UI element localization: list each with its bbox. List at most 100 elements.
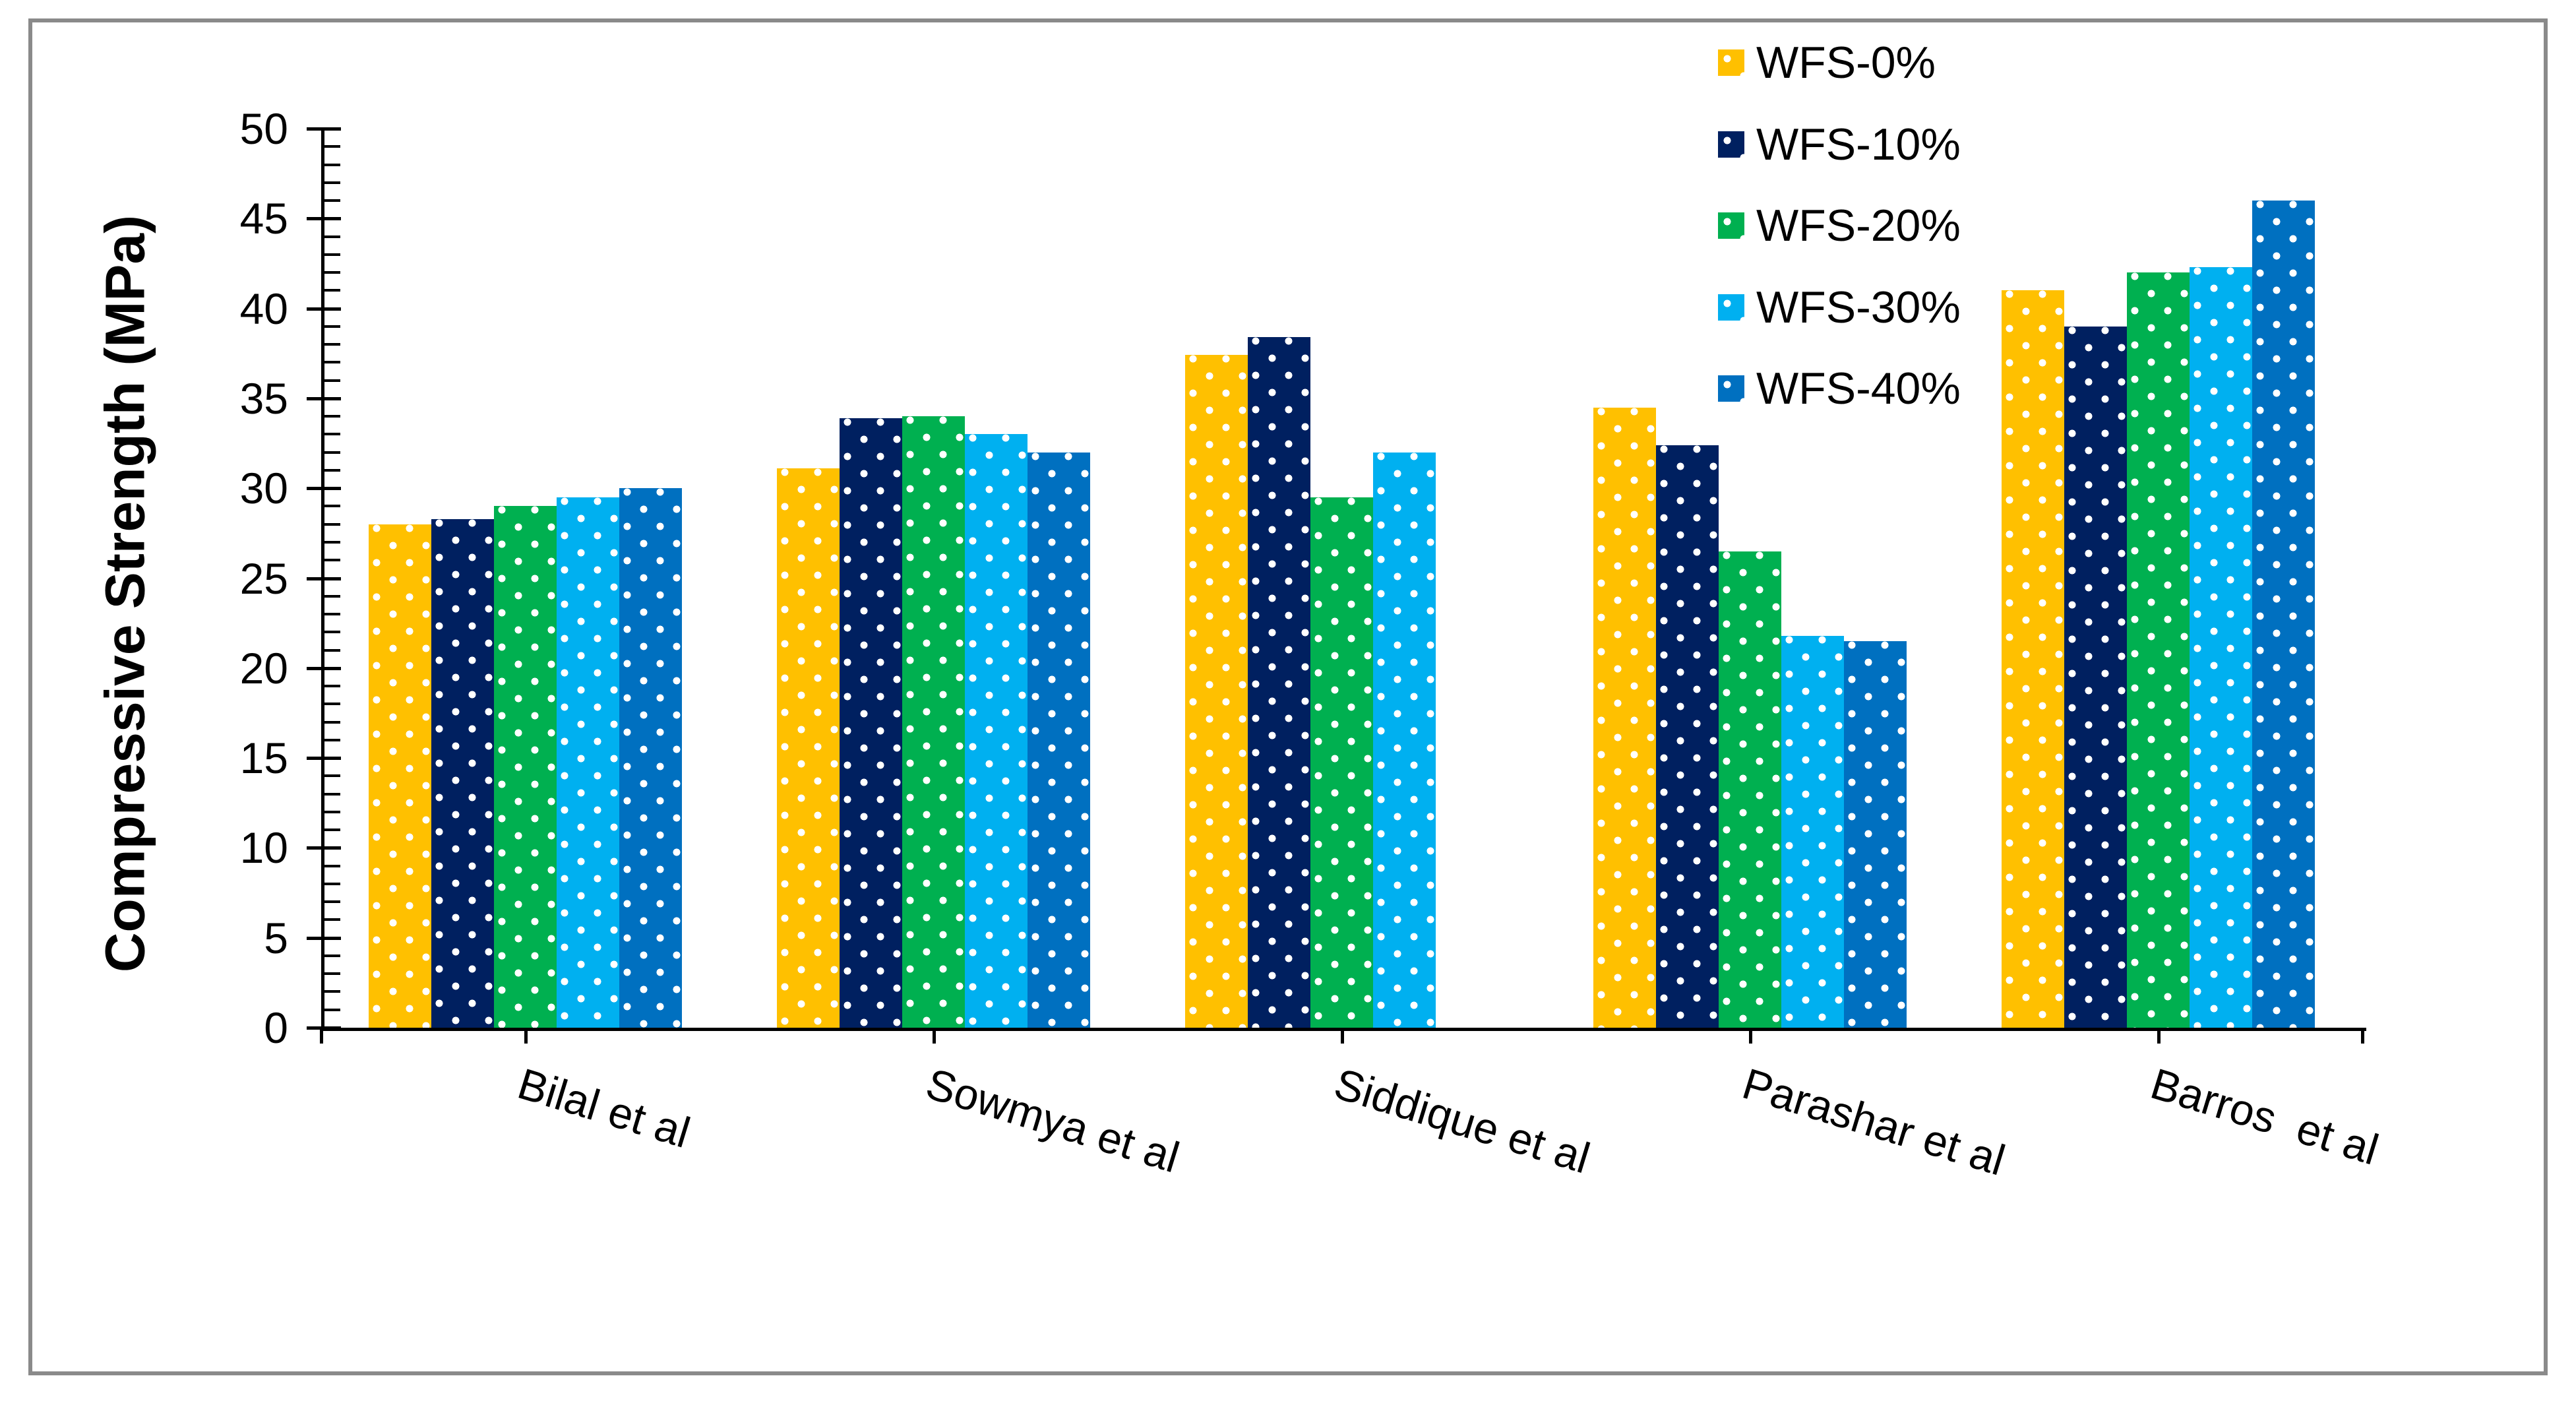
y-minor-tick (321, 343, 340, 346)
x-tick (1748, 1028, 1752, 1044)
y-minor-tick (321, 289, 340, 292)
legend-label: WFS-40% (1756, 363, 1961, 414)
bar-WFS-20%-Parashar-et-al (1719, 551, 1781, 1028)
y-minor-tick (321, 361, 340, 364)
bar-WFS-40%-Parashar-et-al (1844, 641, 1907, 1028)
bar-WFS-20%-Sowmya-et-al (902, 416, 965, 1028)
y-tick-label: 30 (239, 464, 288, 513)
y-minor-tick (321, 918, 340, 922)
y-major-tick (307, 307, 341, 311)
y-minor-tick (321, 720, 340, 724)
legend-label: WFS-20% (1756, 201, 1961, 251)
bar-WFS-0%-Bilal-et-al (369, 524, 431, 1028)
x-tick (2157, 1028, 2161, 1044)
y-tick-label: 45 (239, 194, 288, 243)
y-major-tick (307, 666, 341, 670)
y-tick-label: 35 (239, 373, 288, 423)
legend-swatch (1718, 49, 1744, 76)
bar-WFS-40%-Bilal-et-al (619, 488, 682, 1028)
y-minor-tick (321, 990, 340, 993)
y-minor-tick (321, 505, 340, 508)
bar-WFS-40%-Sowmya-et-al (1027, 452, 1090, 1028)
bar-WFS-20%-Bilal-et-al (494, 506, 557, 1028)
y-minor-tick (321, 864, 340, 867)
legend-item: WFS-20% (1718, 199, 1961, 252)
y-tick-label: 20 (239, 643, 288, 693)
y-minor-tick (321, 468, 340, 472)
y-major-tick (307, 396, 341, 400)
y-major-tick (307, 846, 341, 850)
y-minor-tick (321, 253, 340, 256)
y-major-tick (307, 577, 341, 580)
y-minor-tick (321, 559, 340, 562)
y-minor-tick (321, 703, 340, 706)
y-minor-tick (321, 810, 340, 813)
y-tick-label: 50 (239, 104, 288, 153)
y-minor-tick (321, 829, 340, 832)
x-tick (1340, 1028, 1344, 1044)
y-major-tick (307, 487, 341, 491)
legend-swatch (1718, 375, 1744, 402)
bar-WFS-20%-Siddique-et-al (1310, 497, 1373, 1028)
y-minor-tick (321, 738, 340, 741)
y-minor-tick (321, 792, 340, 796)
bar-WFS-10%-Sowmya-et-al (840, 418, 902, 1028)
legend-swatch (1718, 212, 1744, 239)
bar-WFS-30%-Bilal-et-al (557, 497, 619, 1028)
y-minor-tick (321, 325, 340, 328)
legend-swatch (1718, 131, 1744, 158)
y-minor-tick (321, 972, 340, 976)
bar-WFS-10%-Barros-et-al (2064, 326, 2127, 1028)
y-major-tick (307, 217, 341, 221)
y-tick-label: 15 (239, 734, 288, 783)
y-minor-tick (321, 163, 340, 166)
bar-WFS-0%-Barros-et-al (2002, 290, 2064, 1028)
y-major-tick (307, 936, 341, 940)
y-tick-label: 5 (264, 913, 288, 962)
legend-item: WFS-10% (1718, 118, 1961, 171)
y-minor-tick (321, 145, 340, 148)
bar-WFS-30%-Siddique-et-al (1373, 452, 1436, 1028)
y-minor-tick (321, 594, 340, 598)
x-tick (524, 1028, 528, 1044)
y-major-tick (307, 127, 341, 131)
legend-label: WFS-0% (1756, 38, 1936, 88)
bar-WFS-20%-Barros-et-al (2127, 272, 2190, 1028)
y-minor-tick (321, 613, 340, 616)
y-minor-tick (321, 433, 340, 436)
y-tick-label: 40 (239, 284, 288, 333)
y-minor-tick (321, 415, 340, 418)
y-major-tick (307, 757, 341, 761)
legend-item: WFS-40% (1718, 362, 1961, 415)
y-minor-tick (321, 631, 340, 634)
y-tick-label: 25 (239, 553, 288, 603)
y-minor-tick (321, 271, 340, 274)
x-tick (932, 1028, 936, 1044)
y-minor-tick (321, 882, 340, 885)
legend-item: WFS-30% (1718, 281, 1961, 334)
y-tick-label: 0 (264, 1003, 288, 1052)
y-minor-tick (321, 379, 340, 382)
y-tick-label: 10 (239, 823, 288, 873)
bar-WFS-10%-Siddique-et-al (1248, 337, 1310, 1028)
bar-WFS-30%-Sowmya-et-al (965, 434, 1027, 1028)
y-minor-tick (321, 648, 340, 652)
y-minor-tick (321, 540, 340, 544)
bar-WFS-30%-Parashar-et-al (1781, 635, 1844, 1028)
y-minor-tick (321, 199, 340, 203)
legend-label: WFS-30% (1756, 282, 1961, 332)
y-minor-tick (321, 522, 340, 526)
bar-WFS-0%-Parashar-et-al (1593, 407, 1656, 1028)
bar-WFS-30%-Barros-et-al (2190, 266, 2252, 1028)
y-minor-tick (321, 235, 340, 238)
bar-WFS-10%-Bilal-et-al (431, 518, 494, 1028)
bar-WFS-40%-Barros-et-al (2252, 201, 2315, 1028)
y-minor-tick (321, 1008, 340, 1011)
y-minor-tick (321, 451, 340, 454)
y-minor-tick (321, 774, 340, 778)
legend-item: WFS-0% (1718, 36, 1936, 89)
y-minor-tick (321, 954, 340, 957)
legend-swatch (1718, 294, 1744, 321)
figure-border (28, 18, 2548, 1375)
